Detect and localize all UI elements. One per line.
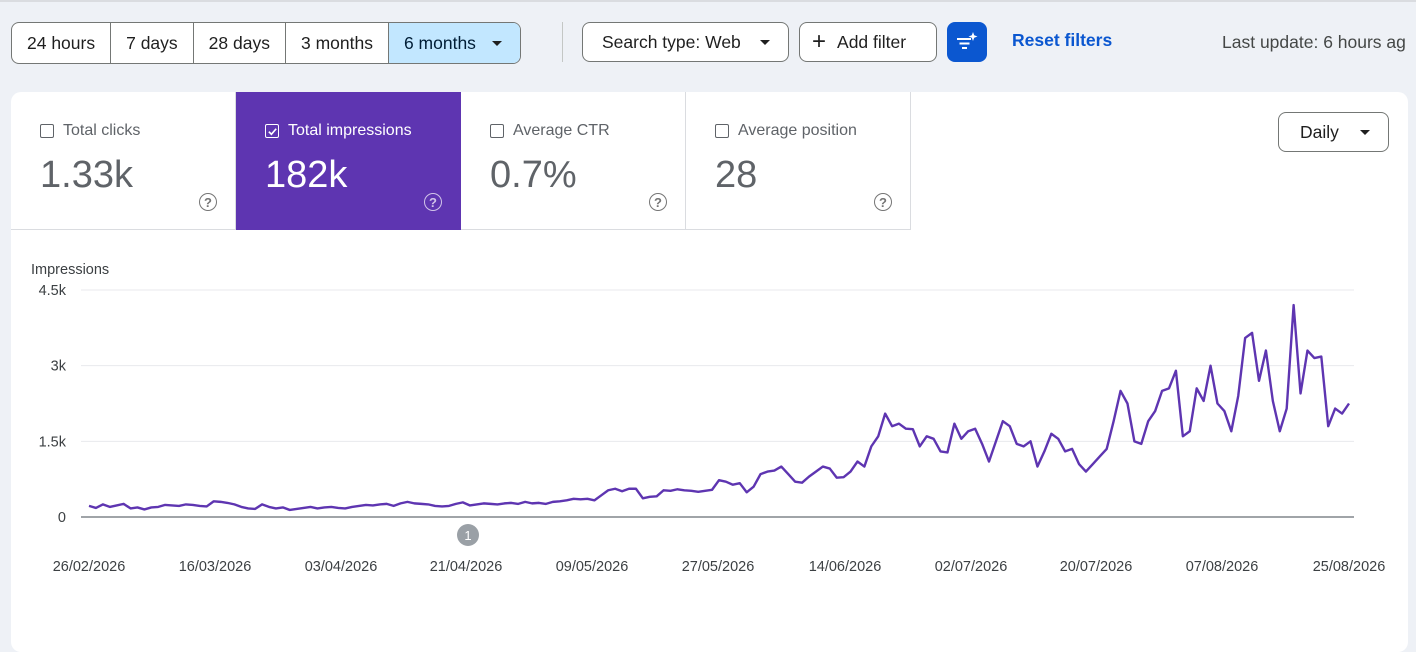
metric-total-clicks[interactable]: Total clicks 1.33k ?: [11, 92, 236, 230]
x-tick-label: 09/05/2026: [556, 559, 629, 575]
impressions-series-line: [88, 303, 1350, 512]
checkbox-icon[interactable]: [715, 124, 729, 138]
help-icon[interactable]: ?: [874, 193, 892, 211]
chevron-down-icon: [491, 40, 502, 46]
y-tick-label: 0: [58, 510, 66, 526]
x-tick-label: 16/03/2026: [179, 559, 252, 575]
x-tick-label: 25/08/2026: [1313, 559, 1386, 575]
date-range-selector: 24 hours 7 days 28 days 3 months 6 month…: [11, 22, 521, 64]
metric-label: Total clicks: [40, 122, 140, 140]
annotation-label: 1: [464, 528, 471, 543]
metric-value: 0.7%: [490, 154, 577, 196]
sparkle-filter-icon: [957, 32, 978, 49]
last-update-text: Last update: 6 hours ag: [1222, 32, 1406, 52]
x-tick-label: 07/08/2026: [1186, 559, 1259, 575]
chevron-down-icon: [1359, 129, 1370, 135]
range-3-months[interactable]: 3 months: [286, 23, 389, 63]
annotation-marker: [457, 524, 479, 546]
y-tick-label: 4.5k: [39, 283, 67, 299]
top-divider: [0, 0, 1416, 2]
x-tick-label: 14/06/2026: [809, 559, 882, 575]
granularity-dropdown[interactable]: Daily: [1278, 112, 1389, 152]
x-tick-label: 21/04/2026: [430, 559, 503, 575]
y-axis-title: Impressions: [31, 262, 109, 278]
x-tick-label: 02/07/2026: [935, 559, 1008, 575]
metric-value: 182k: [265, 154, 348, 196]
checkbox-icon[interactable]: [40, 124, 54, 138]
add-filter-button[interactable]: + Add filter: [799, 22, 937, 62]
metric-average-position[interactable]: Average position 28 ?: [686, 92, 911, 230]
metric-value: 1.33k: [40, 154, 133, 196]
help-icon[interactable]: ?: [649, 193, 667, 211]
metric-label-text: Total clicks: [63, 122, 141, 139]
range-6-months[interactable]: 6 months: [388, 23, 520, 63]
y-tick-label: 1.5k: [39, 434, 67, 450]
metric-label: Average position: [715, 122, 857, 140]
toolbar-divider: [562, 22, 563, 62]
x-tick-label: 27/05/2026: [682, 559, 755, 575]
impressions-chart: Impressions 0 1.5k 3k 4.5k 26/02/2026 16/03/20…: [31, 262, 1386, 575]
granularity-label: Daily: [1300, 121, 1339, 142]
metric-label-text: Total impressions: [288, 122, 412, 139]
search-type-label: Search type: Web: [602, 31, 741, 52]
range-24-hours[interactable]: 24 hours: [12, 23, 112, 63]
ai-filter-button[interactable]: [947, 22, 987, 62]
filter-toolbar: 24 hours 7 days 28 days 3 months 6 month…: [0, 0, 1416, 84]
x-tick-label: 03/04/2026: [305, 559, 378, 575]
performance-card: Total clicks 1.33k ? Total impressions 1…: [11, 92, 1408, 652]
metric-total-impressions[interactable]: Total impressions 182k ?: [236, 92, 461, 230]
metric-average-ctr[interactable]: Average CTR 0.7% ?: [461, 92, 686, 230]
metric-label: Total impressions: [265, 122, 412, 140]
add-filter-label: Add filter: [837, 31, 907, 52]
x-tick-label: 26/02/2026: [53, 559, 126, 575]
x-tick-label: 20/07/2026: [1060, 559, 1133, 575]
search-type-dropdown[interactable]: Search type: Web: [582, 22, 789, 62]
range-6-months-label: 6 months: [403, 32, 476, 53]
chevron-down-icon: [759, 39, 770, 45]
checkbox-checked-icon[interactable]: [265, 124, 279, 138]
reset-filters-link[interactable]: Reset filters: [1012, 30, 1113, 50]
metric-label: Average CTR: [490, 122, 610, 140]
metric-label-text: Average position: [738, 122, 857, 139]
checkbox-icon[interactable]: [490, 124, 504, 138]
y-tick-label: 3k: [51, 359, 67, 375]
help-icon[interactable]: ?: [199, 193, 217, 211]
metric-value: 28: [715, 154, 758, 196]
range-7-days[interactable]: 7 days: [111, 23, 194, 63]
metric-label-text: Average CTR: [513, 122, 610, 139]
help-icon[interactable]: ?: [424, 193, 442, 211]
plus-icon: +: [812, 28, 827, 55]
range-28-days[interactable]: 28 days: [194, 23, 286, 63]
